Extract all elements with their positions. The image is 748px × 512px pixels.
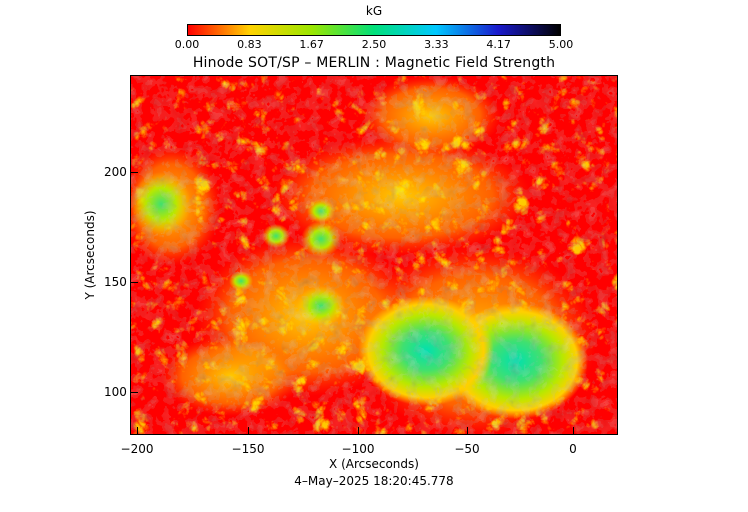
- observation-timestamp: 4–May–2025 18:20:45.778: [294, 474, 454, 488]
- colorbar-unit-label: kG: [365, 4, 383, 18]
- x-axis-label: X (Arcseconds): [329, 457, 419, 471]
- x-tick-label: 0: [569, 442, 577, 456]
- y-tick-mark: [130, 172, 138, 173]
- x-tick-mark: [137, 427, 138, 435]
- y-axis-label: Y (Arcseconds): [83, 210, 97, 300]
- colorbar-tick-label: 1.67: [299, 38, 324, 51]
- colorbar: [187, 24, 561, 36]
- colorbar-tick-label: 3.33: [424, 38, 449, 51]
- colorbar-tick-label: 4.17: [486, 38, 511, 51]
- colorbar-tick-label: 2.50: [361, 38, 387, 51]
- x-tick-label: −50: [454, 442, 480, 456]
- field-strength-image: [131, 76, 617, 434]
- colorbar-tick-label: 5.00: [548, 38, 574, 51]
- y-tick-label: 200: [104, 165, 127, 179]
- y-tick-mark: [130, 282, 138, 283]
- colorbar-tick-label: 0.83: [237, 38, 262, 51]
- y-tick-mark: [130, 392, 138, 393]
- x-tick-mark: [358, 427, 359, 435]
- x-tick-mark: [248, 427, 249, 435]
- x-tick-label: −150: [231, 442, 265, 456]
- y-tick-label: 150: [104, 275, 127, 289]
- x-tick-label: −100: [341, 442, 375, 456]
- colorbar-tick-label: 0.00: [174, 38, 200, 51]
- x-tick-mark: [467, 427, 468, 435]
- plot-title: Hinode SOT/SP – MERLIN : Magnetic Field …: [192, 55, 556, 71]
- magnetic-field-map: [130, 75, 618, 435]
- x-tick-mark: [573, 427, 574, 435]
- y-tick-label: 100: [104, 385, 127, 399]
- x-tick-label: −200: [120, 442, 154, 456]
